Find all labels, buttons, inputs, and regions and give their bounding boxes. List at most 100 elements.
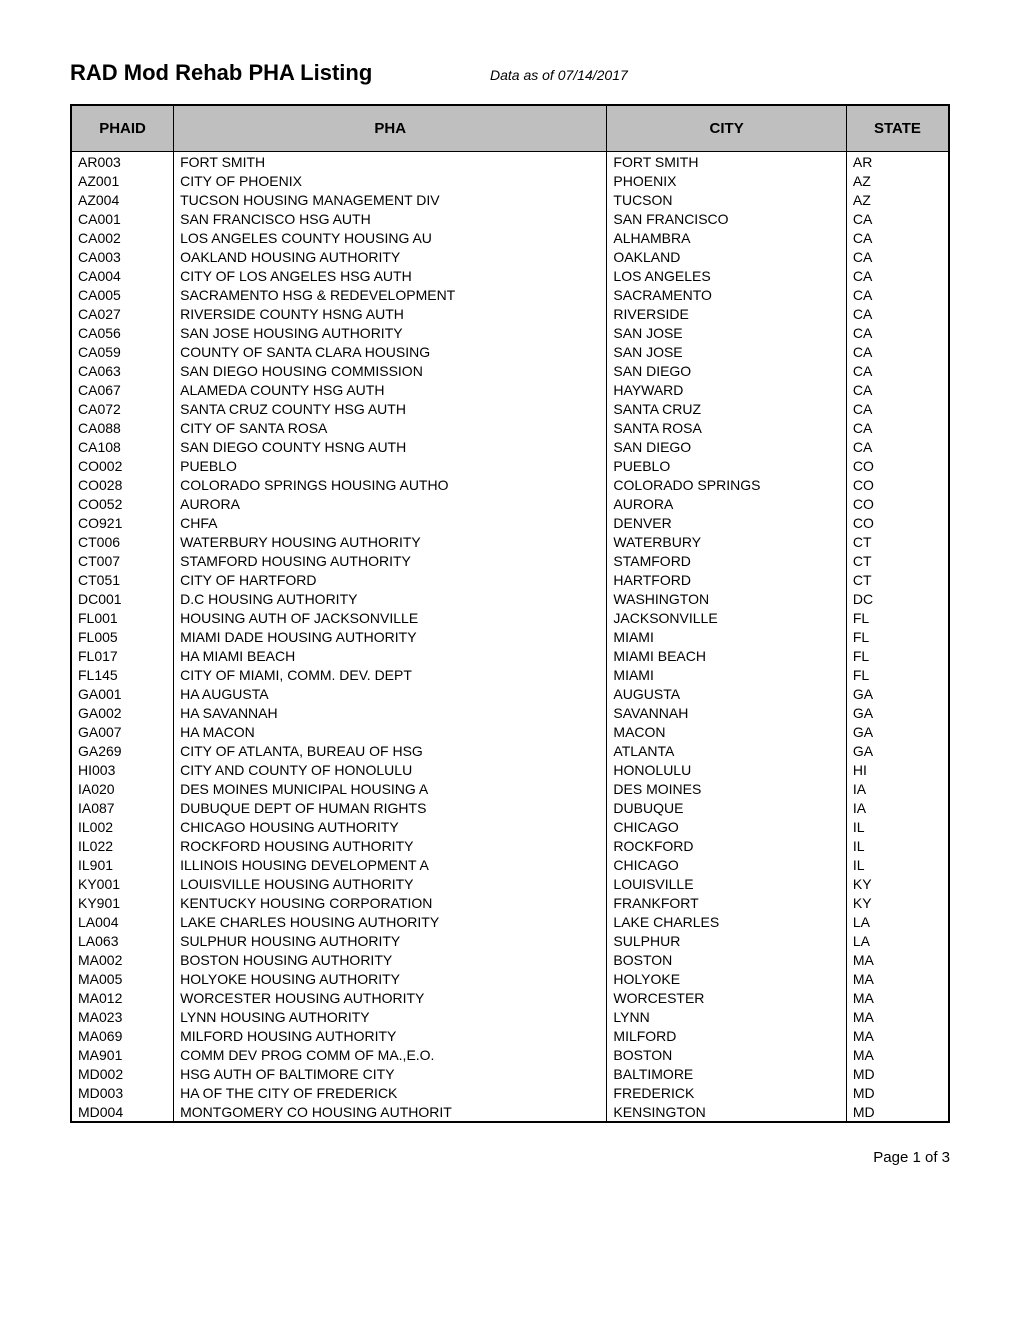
cell-state: CA xyxy=(846,304,949,323)
cell-phaid: CA002 xyxy=(71,228,174,247)
table-row: CA027RIVERSIDE COUNTY HSNG AUTHRIVERSIDE… xyxy=(71,304,949,323)
cell-pha: CITY AND COUNTY OF HONOLULU xyxy=(174,760,607,779)
cell-city: CHICAGO xyxy=(607,855,846,874)
cell-pha: KENTUCKY HOUSING CORPORATION xyxy=(174,893,607,912)
cell-pha: CITY OF LOS ANGELES HSG AUTH xyxy=(174,266,607,285)
cell-state: FL xyxy=(846,646,949,665)
cell-pha: MONTGOMERY CO HOUSING AUTHORIT xyxy=(174,1102,607,1122)
table-row: CA072SANTA CRUZ COUNTY HSG AUTHSANTA CRU… xyxy=(71,399,949,418)
cell-phaid: IA087 xyxy=(71,798,174,817)
cell-state: CA xyxy=(846,228,949,247)
cell-phaid: CA004 xyxy=(71,266,174,285)
cell-state: LA xyxy=(846,912,949,931)
cell-phaid: KY001 xyxy=(71,874,174,893)
cell-phaid: FL145 xyxy=(71,665,174,684)
cell-state: CA xyxy=(846,266,949,285)
cell-state: MA xyxy=(846,1045,949,1064)
cell-city: LOUISVILLE xyxy=(607,874,846,893)
table-row: GA007HA MACONMACONGA xyxy=(71,722,949,741)
table-header: PHAIDPHACITYSTATE xyxy=(71,105,949,152)
cell-pha: HA AUGUSTA xyxy=(174,684,607,703)
cell-city: HARTFORD xyxy=(607,570,846,589)
cell-pha: HA MACON xyxy=(174,722,607,741)
table-row: CO921CHFADENVERCO xyxy=(71,513,949,532)
cell-phaid: MD003 xyxy=(71,1083,174,1102)
cell-phaid: IL901 xyxy=(71,855,174,874)
cell-city: SAN FRANCISCO xyxy=(607,209,846,228)
cell-phaid: MA069 xyxy=(71,1026,174,1045)
cell-phaid: DC001 xyxy=(71,589,174,608)
cell-phaid: MD002 xyxy=(71,1064,174,1083)
cell-pha: ILLINOIS HOUSING DEVELOPMENT A xyxy=(174,855,607,874)
cell-city: SAVANNAH xyxy=(607,703,846,722)
cell-state: MD xyxy=(846,1064,949,1083)
cell-phaid: FL017 xyxy=(71,646,174,665)
cell-pha: ALAMEDA COUNTY HSG AUTH xyxy=(174,380,607,399)
table-row: MA002BOSTON HOUSING AUTHORITYBOSTONMA xyxy=(71,950,949,969)
cell-state: GA xyxy=(846,722,949,741)
table-row: IL022ROCKFORD HOUSING AUTHORITYROCKFORDI… xyxy=(71,836,949,855)
cell-state: GA xyxy=(846,684,949,703)
cell-city: MIAMI xyxy=(607,627,846,646)
table-row: GA002HA SAVANNAHSAVANNAHGA xyxy=(71,703,949,722)
cell-state: LA xyxy=(846,931,949,950)
cell-pha: DUBUQUE DEPT OF HUMAN RIGHTS xyxy=(174,798,607,817)
cell-city: HOLYOKE xyxy=(607,969,846,988)
cell-pha: DES MOINES MUNICIPAL HOUSING A xyxy=(174,779,607,798)
cell-city: LOS ANGELES xyxy=(607,266,846,285)
cell-city: MIAMI BEACH xyxy=(607,646,846,665)
cell-city: DENVER xyxy=(607,513,846,532)
table-row: IA020DES MOINES MUNICIPAL HOUSING ADES M… xyxy=(71,779,949,798)
cell-state: AZ xyxy=(846,190,949,209)
cell-phaid: IL022 xyxy=(71,836,174,855)
cell-pha: COUNTY OF SANTA CLARA HOUSING xyxy=(174,342,607,361)
cell-state: IL xyxy=(846,836,949,855)
cell-state: FL xyxy=(846,627,949,646)
cell-city: WORCESTER xyxy=(607,988,846,1007)
cell-city: SAN DIEGO xyxy=(607,437,846,456)
cell-state: IA xyxy=(846,779,949,798)
cell-phaid: CO002 xyxy=(71,456,174,475)
data-as-of: Data as of 07/14/2017 xyxy=(490,67,628,83)
table-row: KY001LOUISVILLE HOUSING AUTHORITYLOUISVI… xyxy=(71,874,949,893)
cell-phaid: CA056 xyxy=(71,323,174,342)
column-header-phaid: PHAID xyxy=(71,105,174,152)
table-row: IL002CHICAGO HOUSING AUTHORITYCHICAGOIL xyxy=(71,817,949,836)
cell-phaid: CA063 xyxy=(71,361,174,380)
cell-state: CA xyxy=(846,247,949,266)
cell-city: FREDERICK xyxy=(607,1083,846,1102)
cell-state: HI xyxy=(846,760,949,779)
table-row: CA063SAN DIEGO HOUSING COMMISSIONSAN DIE… xyxy=(71,361,949,380)
cell-pha: SANTA CRUZ COUNTY HSG AUTH xyxy=(174,399,607,418)
cell-phaid: LA063 xyxy=(71,931,174,950)
cell-city: TUCSON xyxy=(607,190,846,209)
cell-pha: BOSTON HOUSING AUTHORITY xyxy=(174,950,607,969)
cell-phaid: CA067 xyxy=(71,380,174,399)
cell-phaid: IL002 xyxy=(71,817,174,836)
cell-state: IL xyxy=(846,817,949,836)
cell-city: MACON xyxy=(607,722,846,741)
cell-pha: MILFORD HOUSING AUTHORITY xyxy=(174,1026,607,1045)
cell-state: KY xyxy=(846,874,949,893)
cell-pha: ROCKFORD HOUSING AUTHORITY xyxy=(174,836,607,855)
cell-pha: HSG AUTH OF BALTIMORE CITY xyxy=(174,1064,607,1083)
cell-phaid: CO921 xyxy=(71,513,174,532)
cell-pha: FORT SMITH xyxy=(174,152,607,172)
cell-city: HONOLULU xyxy=(607,760,846,779)
table-row: MA069MILFORD HOUSING AUTHORITYMILFORDMA xyxy=(71,1026,949,1045)
cell-pha: RIVERSIDE COUNTY HSNG AUTH xyxy=(174,304,607,323)
page-number: Page 1 of 3 xyxy=(873,1149,950,1166)
cell-phaid: CA072 xyxy=(71,399,174,418)
cell-city: RIVERSIDE xyxy=(607,304,846,323)
cell-phaid: CO052 xyxy=(71,494,174,513)
table-row: FL017HA MIAMI BEACHMIAMI BEACHFL xyxy=(71,646,949,665)
table-row: FL005MIAMI DADE HOUSING AUTHORITYMIAMIFL xyxy=(71,627,949,646)
cell-city: SACRAMENTO xyxy=(607,285,846,304)
table-row: MD003HA OF THE CITY OF FREDERICKFREDERIC… xyxy=(71,1083,949,1102)
cell-city: WASHINGTON xyxy=(607,589,846,608)
cell-city: SAN JOSE xyxy=(607,323,846,342)
cell-state: FL xyxy=(846,665,949,684)
table-row: CA001SAN FRANCISCO HSG AUTHSAN FRANCISCO… xyxy=(71,209,949,228)
cell-city: STAMFORD xyxy=(607,551,846,570)
cell-state: FL xyxy=(846,608,949,627)
